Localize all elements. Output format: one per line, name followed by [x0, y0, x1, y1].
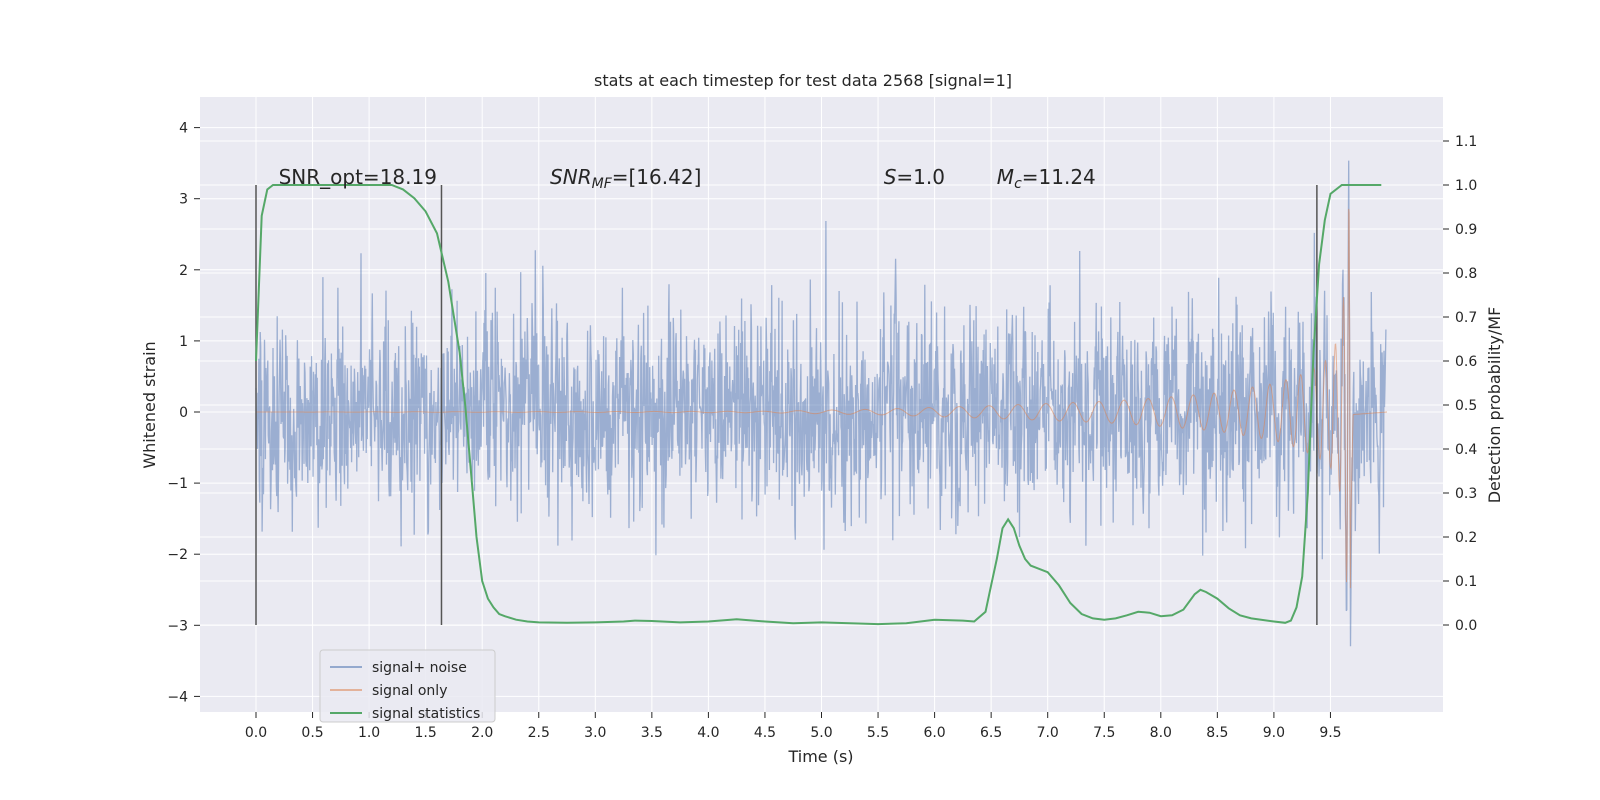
y2-tick-label-10: 1.0	[1455, 178, 1477, 194]
y2-tick-label-2: 0.2	[1455, 530, 1477, 546]
noise-line	[255, 160, 1387, 647]
y-tick-label-0: −4	[167, 689, 188, 705]
x-tick-label-5: 2.5	[528, 725, 550, 741]
y2-axis-ticks: 0.0 0.1 0.2 0.3 0.4 0.5 0.6 0.7 0.8 0.9 1.0 1.1	[1443, 134, 1477, 634]
x-tick-label-8: 4.0	[697, 725, 719, 741]
vertical-markers	[255, 185, 1318, 625]
y-tick-label-2: −2	[167, 547, 188, 563]
annotation-3: Mc=11.24	[997, 165, 1096, 192]
statistics-line	[255, 184, 1382, 626]
x-axis-label: Time (s)	[787, 747, 853, 766]
x-tick-label-11: 5.5	[867, 725, 889, 741]
y2-tick-label-1: 0.1	[1455, 574, 1477, 590]
plot-content	[255, 160, 1387, 647]
y-tick-label-8: 4	[179, 121, 188, 137]
x-tick-label-18: 9.0	[1263, 725, 1285, 741]
x-tick-label-6: 3.0	[584, 725, 606, 741]
x-tick-label-7: 3.5	[641, 725, 663, 741]
x-tick-label-2: 1.0	[358, 725, 380, 741]
y2-tick-label-11: 1.1	[1455, 134, 1477, 150]
y2-tick-label-5: 0.5	[1455, 398, 1477, 414]
x-tick-label-15: 7.5	[1093, 725, 1115, 741]
legend: signal+ noise signal only signal statistic…	[319, 649, 496, 723]
y2-tick-label-0: 0.0	[1455, 618, 1477, 634]
x-tick-label-17: 8.5	[1206, 725, 1228, 741]
y-tick-label-7: 3	[179, 192, 188, 208]
y-axis-ticks: −4 −3 −2 −1 0 1 2 3 4	[167, 121, 200, 705]
x-tick-label-14: 7.0	[1037, 725, 1059, 741]
x-tick-label-4: 2.0	[471, 725, 493, 741]
annotations: SNR_opt=18.19 SNRMF=[16.42] S=1.0 Mc=11.24	[279, 165, 1096, 192]
y-tick-label-3: −1	[167, 476, 188, 492]
y2-tick-label-6: 0.6	[1455, 354, 1477, 370]
y2-tick-label-4: 0.4	[1455, 442, 1477, 458]
x-tick-label-3: 1.5	[415, 725, 437, 741]
x-tick-label-16: 8.0	[1150, 725, 1172, 741]
annotation-2: S=1.0	[884, 165, 945, 189]
x-axis-ticks: 0.0 0.5 1.0 1.5 2.0 2.5 3.0 3.5 4.0 4.5 5.0 5.5 6.0 6…	[245, 712, 1342, 741]
y2-tick-label-8: 0.8	[1455, 266, 1477, 282]
x-tick-label-1: 0.5	[301, 725, 323, 741]
x-tick-label-12: 6.0	[923, 725, 945, 741]
y2-tick-label-7: 0.7	[1455, 310, 1477, 326]
x-tick-label-0: 0.0	[245, 725, 267, 741]
series-signal-noise	[255, 160, 1387, 647]
signal-line	[256, 208, 1387, 589]
x-tick-label-19: 9.5	[1319, 725, 1341, 741]
legend-box	[319, 649, 496, 723]
legend-label-1: signal only	[372, 683, 447, 699]
chart-title: stats at each timestep for test data 256…	[594, 71, 1012, 90]
series-signal-statistics	[255, 184, 1382, 626]
y2-axis-label: Detection probability/MF	[1485, 307, 1504, 504]
y-tick-label-6: 2	[179, 263, 188, 279]
y-axis-label: Whitened strain	[140, 341, 159, 468]
x-tick-label-9: 4.5	[754, 725, 776, 741]
y2-tick-label-9: 0.9	[1455, 222, 1477, 238]
legend-label-2: signal statistics	[372, 706, 480, 722]
x-tick-label-13: 6.5	[980, 725, 1002, 741]
legend-label-0: signal+ noise	[372, 660, 467, 676]
annotation-1: SNRMF=[16.42]	[550, 165, 701, 192]
y-tick-label-5: 1	[179, 334, 188, 350]
series-signal-only	[256, 208, 1387, 589]
x-tick-label-10: 5.0	[810, 725, 832, 741]
annotation-0: SNR_opt=18.19	[279, 165, 437, 189]
y2-tick-label-3: 0.3	[1455, 486, 1477, 502]
y-tick-label-1: −3	[167, 618, 188, 634]
y-tick-label-4: 0	[179, 405, 188, 421]
